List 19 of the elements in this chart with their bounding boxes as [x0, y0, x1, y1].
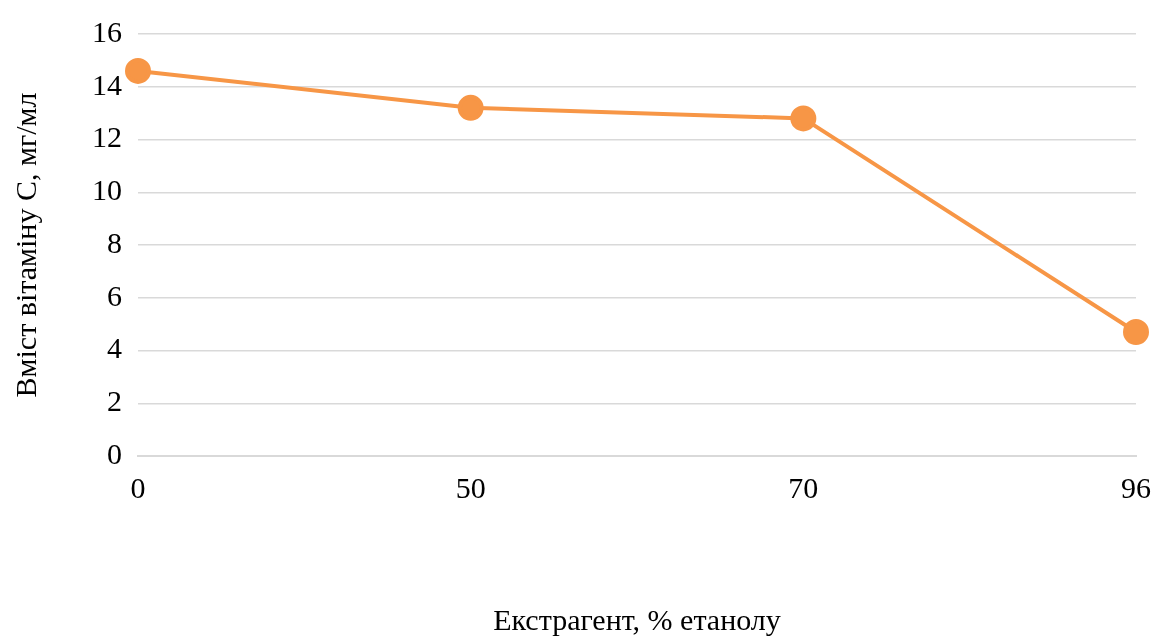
y-tick-label: 14	[92, 67, 122, 101]
x-tick-label: 96	[1121, 470, 1151, 504]
point	[125, 57, 151, 84]
point	[790, 105, 817, 132]
point	[1123, 319, 1149, 346]
x-tick-label: 50	[455, 470, 486, 504]
x-axis-title: Екстрагент, % етанолу	[493, 602, 781, 636]
y-tick-label: 6	[107, 278, 122, 312]
y-tick-label: 4	[107, 331, 122, 365]
y-tick-label: 0	[107, 436, 122, 470]
y-axis-title: Вміст вітаміну С, мг/мл	[8, 92, 42, 398]
y-tick-label: 10	[92, 173, 122, 207]
x-tick-label: 70	[788, 470, 819, 504]
y-tick-label: 8	[107, 225, 122, 259]
x-tick-label: 0	[130, 470, 146, 504]
y-tick-label: 12	[92, 120, 122, 154]
point	[457, 94, 484, 121]
y-tick-label: 2	[107, 384, 122, 418]
y-tick-label: 16	[92, 14, 122, 48]
